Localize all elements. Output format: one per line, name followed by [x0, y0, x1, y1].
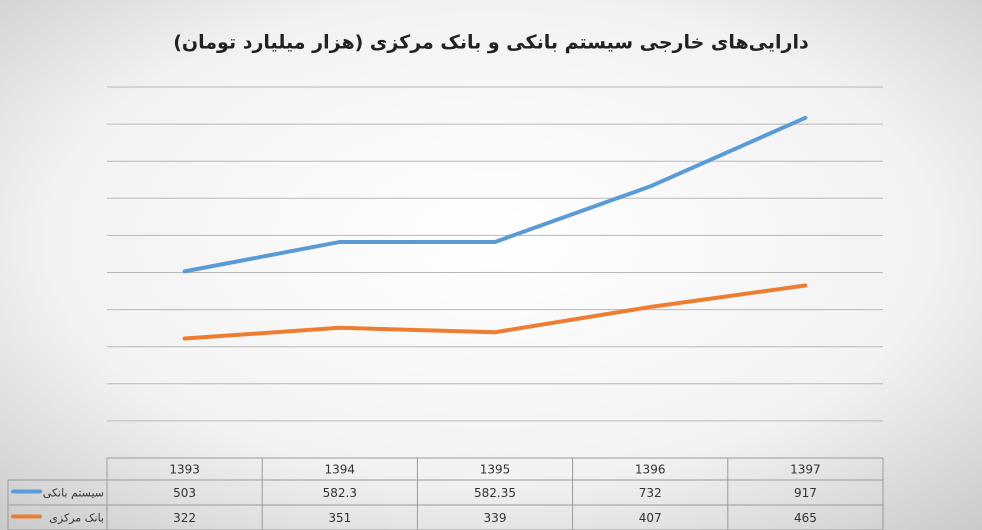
- series-line: [182, 283, 808, 341]
- table-value: 351: [328, 511, 351, 525]
- x-tick-label: 1396: [635, 463, 666, 477]
- table-value: 339: [484, 511, 507, 525]
- x-tick-label: 1394: [325, 463, 356, 477]
- table-value: 582.35: [474, 486, 516, 500]
- legend-label: سیستم بانکی: [43, 487, 104, 500]
- table-value: 582.3: [323, 486, 357, 500]
- table-value: 732: [639, 486, 662, 500]
- chart-title: دارایی‌های خارجی سیستم بانکی و بانک مرکز…: [173, 32, 809, 54]
- table-value: 917: [794, 486, 817, 500]
- x-tick-label: 1393: [169, 463, 200, 477]
- table-value: 322: [173, 511, 196, 525]
- table-value: 407: [639, 511, 662, 525]
- x-tick-label: 1397: [790, 463, 821, 477]
- x-tick-label: 1395: [480, 463, 511, 477]
- series-line: [182, 115, 808, 274]
- legend-label: بانک مرکزی: [49, 512, 104, 525]
- table-value: 503: [173, 486, 196, 500]
- table-value: 465: [794, 511, 817, 525]
